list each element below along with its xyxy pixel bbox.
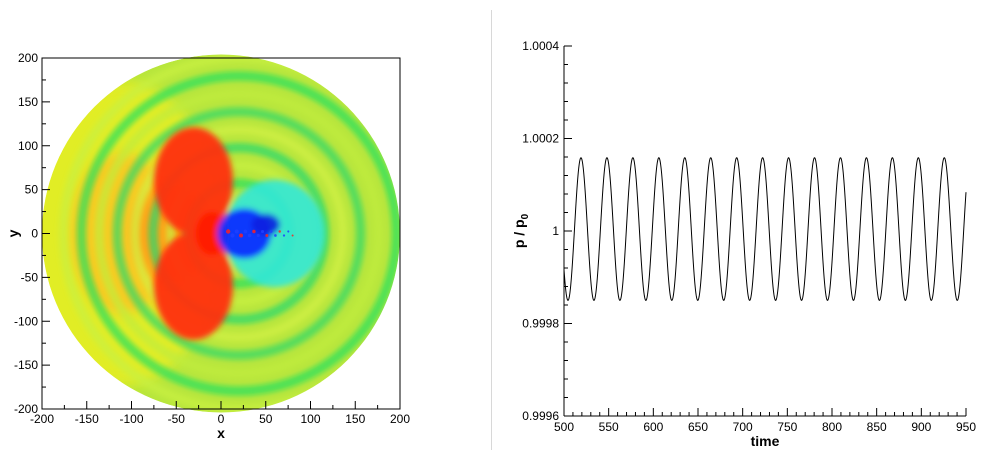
contour-blob [154,127,233,340]
time-tick-label: 600 [643,420,663,434]
y-tick-label: -50 [21,270,39,284]
wake-marker [247,233,252,238]
x-tick-label: 50 [259,412,273,426]
time-tick-label: 850 [867,420,887,434]
contour-blob [224,179,325,288]
wake-marker [287,230,290,233]
x-tick-label: 100 [300,412,320,426]
contour-field [42,54,400,413]
wake-marker [239,233,244,238]
x-tick-label: 0 [218,412,225,426]
contour-axes: -200 -150 -100 -50 0 50 100 150 200 -200 -150 -100 -… [14,51,410,426]
pressure-axis-label: p / p0 [511,213,531,248]
contour-blob [251,213,281,236]
wake-marker [234,229,239,234]
y-tick-label: 200 [18,51,38,65]
contour-ring [94,89,383,378]
x-axis-label: x [217,425,225,441]
contour-ring [130,125,348,342]
wake-marker [269,230,273,233]
wake-marker [230,233,235,238]
time-tick-label: 950 [956,420,976,434]
wake-marker [274,234,277,237]
panel-divider [491,10,492,450]
wake-marker [252,229,256,234]
contour-plot: -200 -150 -100 -50 0 50 100 150 200 -200 -150 -100 -… [5,51,410,441]
wake-marker [278,230,281,233]
y-tick-label: -200 [14,402,38,416]
time-tick-label: 500 [554,420,574,434]
pressure-tick-label: 1 [552,224,559,238]
time-tick-label: 650 [688,420,708,434]
contour-ring [112,107,366,360]
contour-source-region [154,127,325,340]
y-tick-label: 100 [18,139,38,153]
x-tick-label: -200 [30,412,54,426]
x-tick-label: 200 [390,412,410,426]
time-tick-label: 800 [822,420,842,434]
line-plot: 500 550 600 650 700 750 800 850 900 950 0.9996 0.99… [511,39,976,449]
x-tick-label: -150 [75,412,99,426]
time-tick-label: 900 [911,420,931,434]
contour-ring [76,71,400,396]
wake-marker [225,229,231,234]
wake-marker [256,233,260,238]
pressure-tick-label: 1.0002 [522,132,559,146]
y-tick-label: 0 [31,227,38,241]
contour-wake [225,229,294,238]
pressure-tick-label: 1.0004 [522,39,559,53]
time-tick-label: 550 [599,420,619,434]
pressure-series-line [563,157,967,301]
time-axis-label: time [751,433,780,449]
y-axis-label: y [5,229,21,237]
time-tick-label: 700 [733,420,753,434]
wake-marker [243,229,248,234]
y-tick-label: 50 [25,183,39,197]
pressure-tick-label: 0.9998 [522,317,559,331]
wake-marker [265,234,269,237]
pressure-axis-label-main: p / p [511,219,527,248]
y-tick-label: -150 [14,358,38,372]
line-axes: 500 550 600 650 700 750 800 850 900 950 0.9996 0.99… [522,39,976,434]
time-tick-label: 750 [777,420,797,434]
y-tick-label: 150 [18,95,38,109]
x-tick-label: -50 [168,412,186,426]
y-tick-label: -100 [14,314,38,328]
wake-marker [260,229,265,234]
wake-marker [282,234,286,237]
wake-marker [291,234,294,237]
pressure-axis-label-sub: 0 [520,213,531,219]
pressure-tick-label: 0.9996 [522,409,559,423]
x-tick-label: -100 [119,412,143,426]
x-tick-label: 150 [345,412,365,426]
